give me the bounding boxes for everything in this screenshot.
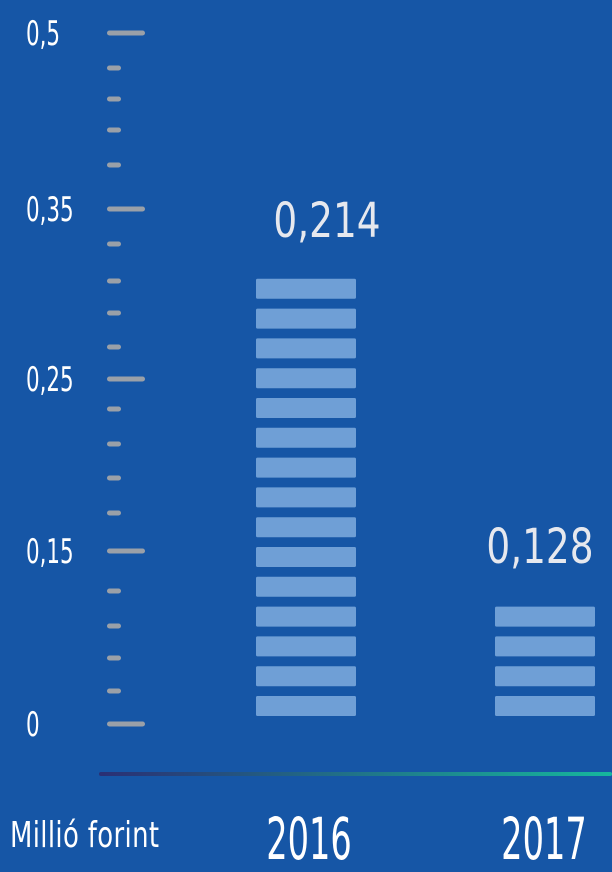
- y-major-tick: [107, 376, 145, 382]
- bar-segment-2016: [256, 278, 356, 299]
- y-major-tick: [107, 30, 145, 36]
- bar-segment-2016: [256, 487, 356, 508]
- y-major-tick: [107, 721, 145, 727]
- y-axis-tick-label: 0,15: [26, 532, 74, 571]
- bar-segment-2017: [495, 606, 595, 627]
- bar-segment-2016: [256, 398, 356, 418]
- bar-segment-2017: [495, 696, 595, 716]
- y-minor-tick: [107, 655, 121, 661]
- y-minor-tick: [107, 406, 121, 412]
- y-minor-tick: [107, 441, 121, 447]
- y-minor-tick: [107, 278, 121, 284]
- y-minor-tick: [107, 127, 121, 133]
- y-minor-tick: [107, 241, 121, 247]
- bar-segment-2016: [256, 666, 356, 687]
- y-axis-tick-label: 0,25: [26, 360, 74, 399]
- bar-segment-2016: [256, 427, 356, 448]
- bar-segment-2016: [256, 636, 356, 657]
- y-major-tick: [107, 548, 145, 554]
- y-minor-tick: [107, 588, 121, 594]
- y-minor-tick: [107, 344, 121, 350]
- y-minor-tick: [107, 162, 121, 168]
- bar-segment-2016: [256, 696, 356, 716]
- bar-segment-2016: [256, 517, 356, 538]
- bar-segment-2017: [495, 666, 595, 687]
- x-axis-category-label: 2016: [266, 806, 352, 872]
- y-minor-tick: [107, 96, 121, 102]
- y-minor-tick: [107, 510, 121, 516]
- y-minor-tick: [107, 65, 121, 71]
- y-axis-tick-label: 0,35: [26, 190, 74, 229]
- x-axis-baseline: [99, 772, 612, 776]
- bar-value-label: 0,128: [486, 520, 593, 576]
- x-axis-category-label: 2017: [501, 806, 587, 872]
- y-major-tick: [107, 206, 145, 212]
- bar-segment-2016: [256, 606, 356, 627]
- bar-segment-2016: [256, 338, 356, 359]
- y-minor-tick: [107, 475, 121, 481]
- y-axis-tick-label: 0,5: [26, 14, 60, 53]
- bar-segment-2016: [256, 547, 356, 567]
- y-axis-unit-label: Millió forint: [10, 815, 160, 856]
- bar-segment-2016: [256, 576, 356, 597]
- y-minor-tick: [107, 623, 121, 629]
- y-minor-tick: [107, 688, 121, 694]
- bar-segment-2016: [256, 457, 356, 478]
- bar-value-label: 0,214: [273, 194, 380, 250]
- y-axis-tick-label: 0: [26, 705, 40, 744]
- bar-segment-2016: [256, 368, 356, 389]
- y-minor-tick: [107, 310, 121, 316]
- bar-segment-2017: [495, 636, 595, 657]
- bar-segment-2016: [256, 308, 356, 329]
